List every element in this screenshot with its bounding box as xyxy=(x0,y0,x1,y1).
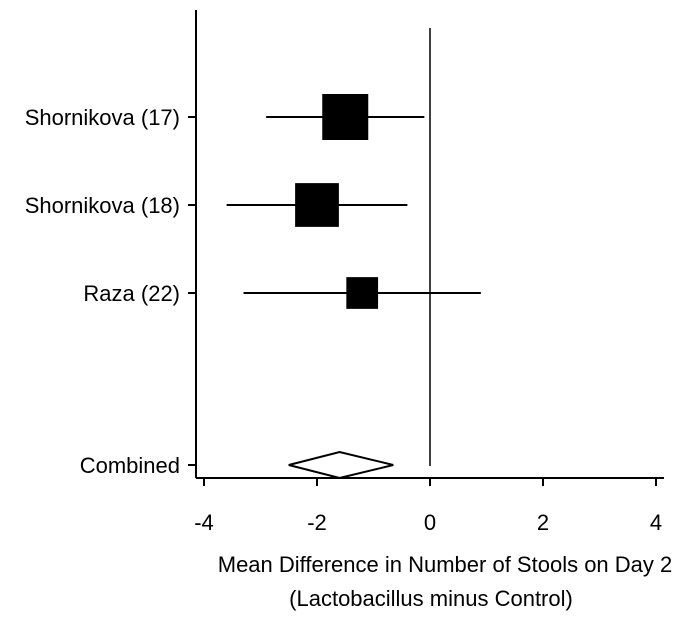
x-axis-label: Mean Difference in Number of Stools on D… xyxy=(218,552,673,577)
x-tick-label: -2 xyxy=(307,510,327,535)
point-estimate-box xyxy=(295,183,339,227)
combined-estimate-diamond xyxy=(288,450,394,480)
x-axis-label-subtitle: (Lactobacillus minus Control) xyxy=(289,586,573,611)
x-tick-label: 0 xyxy=(424,510,436,535)
marks xyxy=(226,94,481,480)
labels: -4 -2 0 2 4 Shornikova (17) Shornikova (18) Raz… xyxy=(25,105,662,535)
x-tick-label: 4 xyxy=(650,510,662,535)
study-label: Shornikova (17) xyxy=(25,105,180,130)
combined-label: Combined xyxy=(80,453,180,478)
point-estimate-box xyxy=(322,94,369,140)
axes xyxy=(188,10,664,486)
x-tick-label: -4 xyxy=(194,510,214,535)
study-label: Shornikova (18) xyxy=(25,193,180,218)
point-estimate-box xyxy=(346,277,379,309)
study-label: Raza (22) xyxy=(83,281,180,306)
x-tick-label: 2 xyxy=(537,510,549,535)
